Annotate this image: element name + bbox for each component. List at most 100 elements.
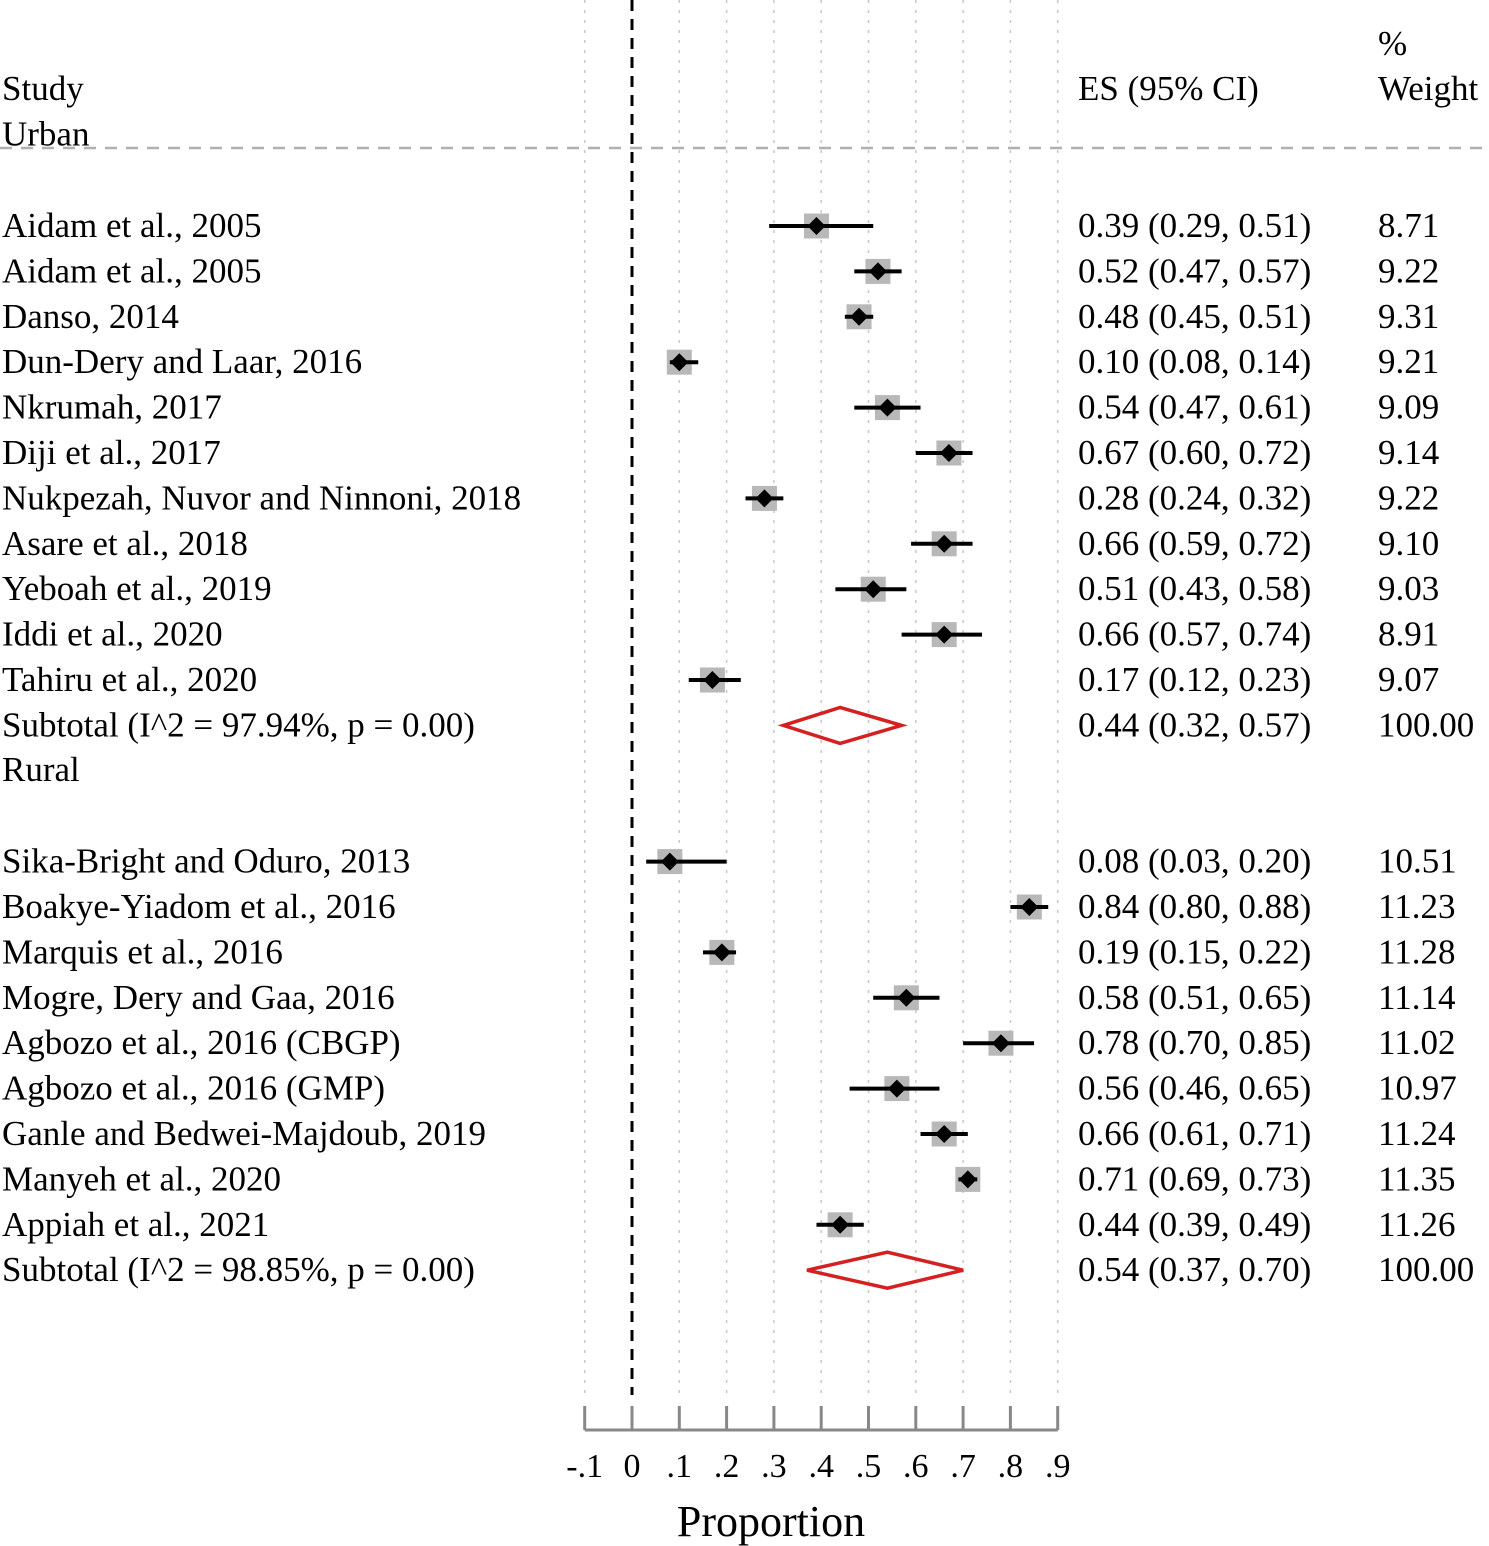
point-estimate: [755, 489, 774, 508]
study-label: Appiah et al., 2021: [2, 1205, 269, 1244]
study-label: Yeboah et al., 2019: [2, 569, 272, 608]
study-row: Iddi et al., 2020 0.66 (0.57, 0.74) 8.91: [2, 615, 1439, 654]
header-es: ES (95% CI): [1078, 69, 1259, 108]
point-estimate: [897, 988, 916, 1007]
study-row: Mogre, Dery and Gaa, 2016 0.58 (0.51, 0.6…: [2, 978, 1455, 1017]
group-urban: Urban Aidam et al., 2005 0.39 (0.29, 0.51)…: [2, 115, 1474, 746]
weight-value: 10.51: [1378, 842, 1457, 881]
weight-value: 9.22: [1378, 251, 1439, 290]
study-label: Boakye-Yiadom et al., 2016: [2, 887, 396, 926]
grid-lines: [583, 0, 1059, 1395]
es-value: 0.66 (0.61, 0.71): [1078, 1114, 1311, 1153]
es-value: 0.08 (0.03, 0.20): [1078, 842, 1311, 881]
study-label: Nkrumah, 2017: [2, 388, 222, 427]
study-row: Dun-Dery and Laar, 2016 0.10 (0.08, 0.14)…: [2, 342, 1439, 381]
weight-value: 10.97: [1378, 1069, 1457, 1108]
point-estimate: [703, 671, 722, 689]
subtotal-weight-value: 100.00: [1378, 705, 1474, 744]
subtotal-label: Subtotal (I^2 = 97.94%, p = 0.00): [2, 705, 475, 744]
point-estimate: [939, 444, 958, 462]
study-rows: Urban Aidam et al., 2005 0.39 (0.29, 0.51)…: [2, 115, 1474, 1290]
x-tick-label: .8: [998, 1448, 1024, 1485]
study-label: Manyeh et al., 2020: [2, 1159, 281, 1198]
point-estimate: [807, 217, 826, 235]
study-row: Appiah et al., 2021 0.44 (0.39, 0.49) 11.2…: [2, 1205, 1455, 1244]
weight-value: 8.71: [1378, 206, 1439, 245]
study-row: Diji et al., 2017 0.67 (0.60, 0.72) 9.14: [2, 433, 1439, 472]
es-value: 0.84 (0.80, 0.88): [1078, 887, 1311, 926]
study-label: Diji et al., 2017: [2, 433, 221, 472]
weight-value: 11.26: [1378, 1205, 1455, 1244]
study-row: Boakye-Yiadom et al., 2016 0.84 (0.80, 0.…: [2, 887, 1455, 926]
x-axis: Proportion -.1 0 .1 .2 .3 .4 .5 .6 .7 .8 .9: [566, 1406, 1070, 1546]
subtotal-diamond: [777, 705, 908, 746]
x-tick-label: .7: [950, 1448, 976, 1485]
x-tick-label: -.1: [566, 1448, 603, 1485]
es-value: 0.51 (0.43, 0.58): [1078, 569, 1311, 608]
group-label: Rural: [2, 750, 80, 789]
point-estimate: [660, 852, 679, 871]
study-label: Aidam et al., 2005: [2, 206, 262, 245]
weight-value: 9.10: [1378, 524, 1439, 563]
study-row: Danso, 2014 0.48 (0.45, 0.51) 9.31: [2, 297, 1439, 336]
es-value: 0.28 (0.24, 0.32): [1078, 478, 1311, 517]
weight-value: 9.31: [1378, 297, 1439, 336]
x-tick-label: .5: [856, 1448, 882, 1485]
x-tick-label: .3: [761, 1448, 787, 1485]
es-value: 0.67 (0.60, 0.72): [1078, 433, 1311, 472]
weight-value: 9.14: [1378, 433, 1439, 472]
x-tick-label: .6: [903, 1448, 929, 1485]
x-axis-title: Proportion: [677, 1497, 865, 1546]
es-value: 0.17 (0.12, 0.23): [1078, 660, 1311, 699]
es-value: 0.19 (0.15, 0.22): [1078, 932, 1311, 971]
header-weight: Weight: [1378, 69, 1478, 108]
study-label: Asare et al., 2018: [2, 524, 248, 563]
subtotal-es-value: 0.44 (0.32, 0.57): [1078, 705, 1311, 744]
study-label: Dun-Dery and Laar, 2016: [2, 342, 362, 381]
study-row: Marquis et al., 2016 0.19 (0.15, 0.22) 11.…: [2, 932, 1455, 971]
study-label: Sika-Bright and Oduro, 2013: [2, 842, 410, 881]
subtotal-row: Subtotal (I^2 = 98.85%, p = 0.00) 0.54 (0…: [2, 1250, 1474, 1290]
header: Study ES (95% CI) % Weight: [2, 24, 1478, 108]
study-row: Agbozo et al., 2016 (GMP) 0.56 (0.46, 0.6…: [2, 1069, 1457, 1108]
point-estimate: [712, 943, 731, 962]
subtotal-label: Subtotal (I^2 = 98.85%, p = 0.00): [2, 1250, 475, 1289]
x-tick-label: 0: [624, 1448, 641, 1485]
point-estimate: [935, 1125, 954, 1143]
point-estimate: [1020, 898, 1039, 916]
weight-value: 9.09: [1378, 388, 1439, 427]
point-estimate: [958, 1170, 977, 1189]
es-value: 0.66 (0.59, 0.72): [1078, 524, 1311, 563]
study-label: Tahiru et al., 2020: [2, 660, 257, 699]
weight-value: 9.22: [1378, 478, 1439, 517]
es-value: 0.48 (0.45, 0.51): [1078, 297, 1311, 336]
study-row: Ganle and Bedwei-Majdoub, 2019 0.66 (0.61…: [2, 1114, 1455, 1153]
study-label: Iddi et al., 2020: [2, 615, 223, 654]
point-estimate: [935, 534, 954, 553]
study-row: Sika-Bright and Oduro, 2013 0.08 (0.03, 0…: [2, 842, 1457, 881]
es-value: 0.39 (0.29, 0.51): [1078, 206, 1311, 245]
x-tick-label: .2: [714, 1448, 740, 1485]
point-estimate: [831, 1215, 850, 1234]
header-weight-symbol: %: [1378, 24, 1407, 63]
study-row: Agbozo et al., 2016 (CBGP) 0.78 (0.70, 0.…: [2, 1023, 1455, 1062]
study-label: Mogre, Dery and Gaa, 2016: [2, 978, 395, 1017]
x-tick-label: .4: [808, 1448, 834, 1485]
point-estimate: [864, 580, 883, 599]
point-estimate: [935, 625, 954, 644]
weight-value: 11.35: [1378, 1159, 1455, 1198]
subtotal-diamond: [806, 1250, 964, 1290]
es-value: 0.54 (0.47, 0.61): [1078, 388, 1311, 427]
study-row: Manyeh et al., 2020 0.71 (0.69, 0.73) 11.3…: [2, 1159, 1455, 1198]
point-estimate: [887, 1079, 906, 1098]
group-rural: Rural Sika-Bright and Oduro, 2013 0.08 (0.…: [2, 750, 1474, 1290]
point-estimate: [670, 353, 689, 372]
subtotal-es-value: 0.54 (0.37, 0.70): [1078, 1250, 1311, 1289]
study-row: Nukpezah, Nuvor and Ninnoni, 2018 0.28 (0…: [2, 478, 1439, 517]
weight-value: 11.28: [1378, 932, 1455, 971]
study-label: Ganle and Bedwei-Majdoub, 2019: [2, 1114, 486, 1153]
study-label: Nukpezah, Nuvor and Ninnoni, 2018: [2, 478, 521, 517]
weight-value: 11.23: [1378, 887, 1455, 926]
es-value: 0.58 (0.51, 0.65): [1078, 978, 1311, 1017]
